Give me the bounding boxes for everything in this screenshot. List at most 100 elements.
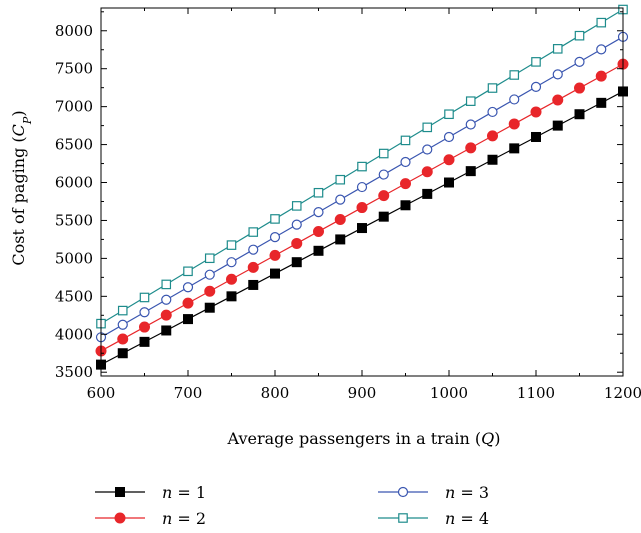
data-point [531,57,541,67]
data-point [357,223,367,234]
series-n1 [96,86,628,370]
data-point [357,161,367,172]
data-point [552,44,563,54]
data-point [335,234,346,245]
data-point [248,279,259,290]
data-point [139,292,150,303]
data-point [356,202,368,214]
data-point [400,135,411,146]
x-axis-label: Average passengers in a train (Q) [227,429,501,448]
data-point [509,94,520,105]
data-point [204,253,215,264]
data-point [183,314,193,325]
data-point [574,56,585,67]
data-point [334,214,346,226]
data-point [400,178,411,190]
data-point [487,154,498,165]
series-layer [95,4,629,370]
data-point [400,200,411,211]
data-point [531,131,541,142]
x-tick-label: 1000 [430,384,468,402]
data-point [291,219,302,230]
x-tick-label: 1100 [517,384,555,402]
y-tick-label: 4500 [55,287,93,305]
data-point [596,17,607,28]
y-tick-label: 6500 [55,136,93,154]
data-point [270,268,280,279]
legend-label: n = 2 [162,509,206,528]
data-point [487,106,498,118]
data-point [465,96,476,106]
data-point [378,169,389,180]
data-point [487,83,498,93]
series-n4 [96,4,628,329]
data-point [204,269,215,280]
data-point [422,144,433,155]
legend-item-n3: n = 3 [378,483,489,502]
y-tick-label: 7500 [55,60,93,78]
data-point [313,225,324,237]
data-point [530,81,542,93]
data-point [421,166,433,178]
data-point [248,244,259,255]
data-point [530,106,542,118]
data-point [182,282,194,293]
data-point [400,156,411,168]
data-point [117,305,128,316]
y-tick-label: 4000 [55,325,93,343]
data-point [139,336,150,347]
data-point [465,119,476,130]
data-point [248,227,259,237]
data-point [574,82,585,94]
data-point [117,333,129,345]
series-n3 [95,31,629,343]
data-point [487,130,498,142]
data-point [335,174,346,185]
data-point [356,181,368,193]
data-point [291,201,302,211]
data-point [270,214,280,224]
data-point [139,307,150,318]
y-tick-label: 6000 [55,174,93,192]
data-point [313,245,324,256]
legend-marker [115,487,125,497]
data-point [422,122,433,133]
axes-layer: 600 700 800 900 1000 1100 1200 3500 4000 4500 5000… [55,7,641,402]
series-n2 [95,58,629,357]
y-tick-label: 5500 [55,211,93,229]
data-point [574,30,585,41]
data-point [313,207,324,218]
data-point [443,154,455,166]
data-point [574,109,585,120]
data-point [117,348,128,359]
x-tick-label: 700 [174,384,203,402]
data-point [161,325,172,336]
y-tick-label: 3500 [55,363,93,381]
legend-label: n = 4 [445,509,489,528]
legend-label: n = 3 [445,483,489,502]
data-point [139,321,150,333]
y-tick-label: 8000 [55,22,93,40]
data-point [247,261,259,273]
y-axis-label: Cost of paging (CP) [9,110,34,265]
data-point [509,143,520,154]
x-tick-label: 1200 [604,384,641,402]
legend: n = 1 n = 2 n = 3 n = 4 [95,483,489,528]
x-tick-label: 600 [87,384,116,402]
data-point [226,291,237,302]
data-point [335,194,346,205]
data-point [378,190,390,202]
x-tick-label: 800 [261,384,290,402]
data-point [161,279,172,290]
data-point [226,273,237,285]
data-point [161,294,172,305]
data-point [226,240,237,250]
data-point [444,109,454,120]
data-point [596,44,607,55]
data-point [291,237,303,249]
legend-label: n = 1 [162,483,206,502]
data-point [444,177,454,188]
data-point [204,302,215,313]
data-point [291,257,302,268]
